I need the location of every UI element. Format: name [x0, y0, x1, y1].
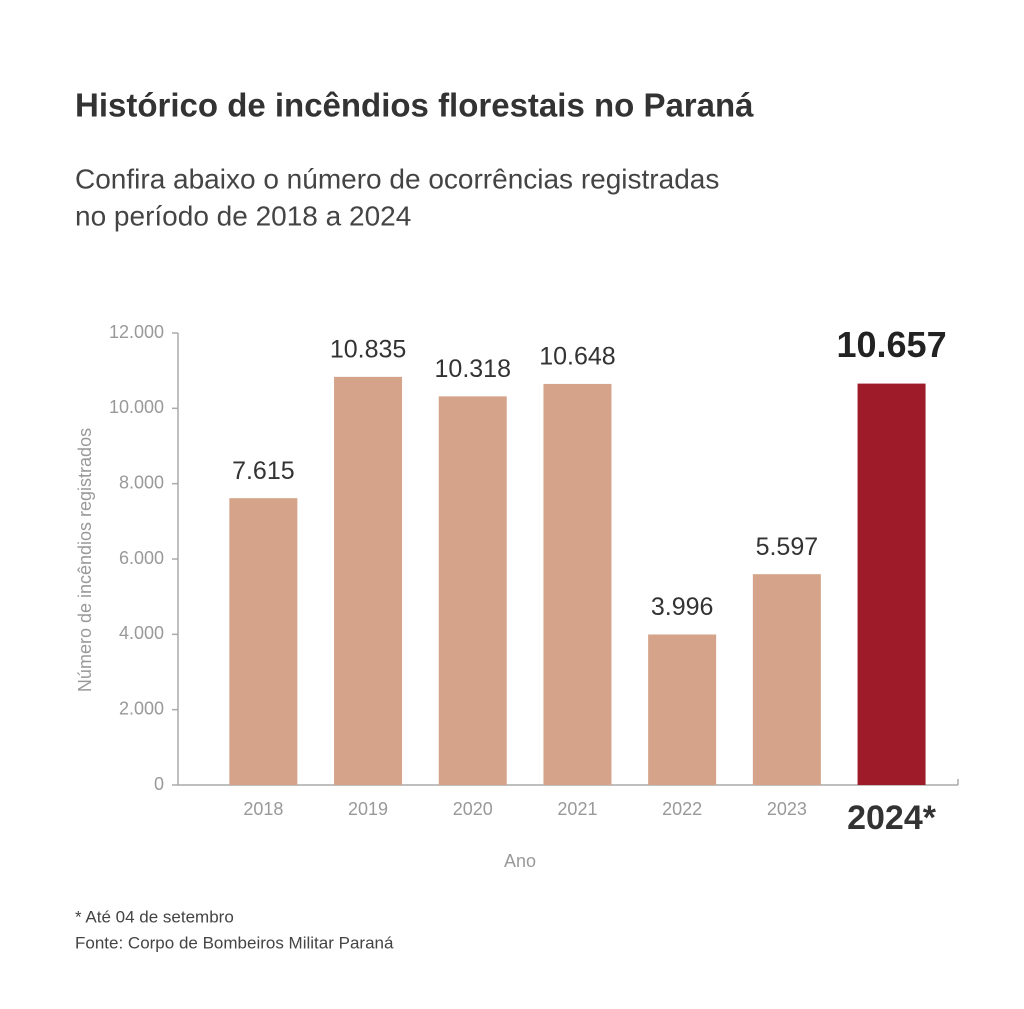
bar	[857, 383, 926, 785]
bar	[648, 634, 717, 785]
y-tick-label: 0	[154, 774, 164, 794]
bar	[229, 498, 298, 785]
x-tick-label: 2020	[453, 799, 493, 819]
value-label: 5.597	[756, 533, 819, 561]
bar	[752, 574, 821, 785]
y-tick-label: 6.000	[119, 548, 164, 568]
value-label: 7.615	[232, 457, 295, 485]
bar	[334, 376, 403, 785]
x-tick-label: 2023	[767, 799, 807, 819]
y-tick-label: 12.000	[109, 322, 164, 342]
chart-subtitle: no período de 2018 a 2024	[75, 200, 411, 231]
bar	[543, 383, 612, 785]
value-label: 10.318	[435, 355, 511, 383]
x-tick-label: 2024*	[847, 799, 937, 837]
x-axis-label: Ano	[504, 851, 536, 871]
value-label: 3.996	[651, 593, 714, 621]
value-label: 10.648	[539, 343, 615, 371]
y-tick-label: 8.000	[119, 472, 164, 492]
value-label: 10.835	[330, 335, 406, 363]
footnote: Fonte: Corpo de Bombeiros Militar Paraná	[75, 933, 394, 952]
y-axis-label: Número de incêndios registrados	[75, 428, 95, 692]
y-tick-label: 10.000	[109, 397, 164, 417]
bar	[438, 396, 507, 785]
y-tick-label: 2.000	[119, 698, 164, 718]
x-tick-label: 2021	[557, 799, 597, 819]
x-tick-label: 2019	[348, 799, 388, 819]
chart-subtitle: Confira abaixo o número de ocorrências r…	[75, 163, 719, 194]
value-label: 10.657	[836, 324, 946, 365]
footnote: * Até 04 de setembro	[75, 907, 234, 926]
x-tick-label: 2022	[662, 799, 702, 819]
y-tick-label: 4.000	[119, 623, 164, 643]
x-tick-label: 2018	[243, 799, 283, 819]
chart-title: Histórico de incêndios florestais no Par…	[75, 87, 754, 124]
